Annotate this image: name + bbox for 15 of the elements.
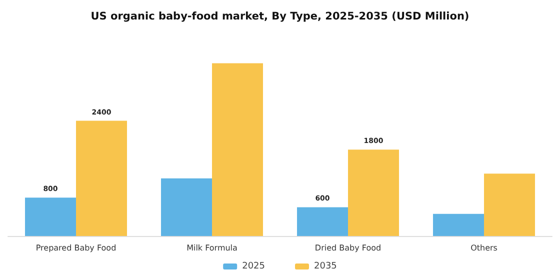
x-tick-label: Dried Baby Food	[314, 244, 382, 252]
bar	[348, 150, 399, 236]
x-tick-label: Prepared Baby Food	[36, 244, 116, 252]
bar	[433, 214, 484, 236]
bar	[212, 63, 263, 236]
legend-label: 2035	[314, 262, 337, 272]
x-tick-label: Others	[470, 244, 498, 252]
chart-title: US organic baby-food market, By Type, 2025-2035 (USD Million)	[90, 10, 470, 22]
bar	[297, 207, 348, 236]
bar	[25, 198, 76, 236]
legend-label: 2025	[242, 262, 265, 272]
bar	[484, 174, 535, 236]
bar	[161, 178, 212, 236]
bar	[76, 120, 127, 236]
x-tick-label: Milk Formula	[186, 244, 238, 252]
